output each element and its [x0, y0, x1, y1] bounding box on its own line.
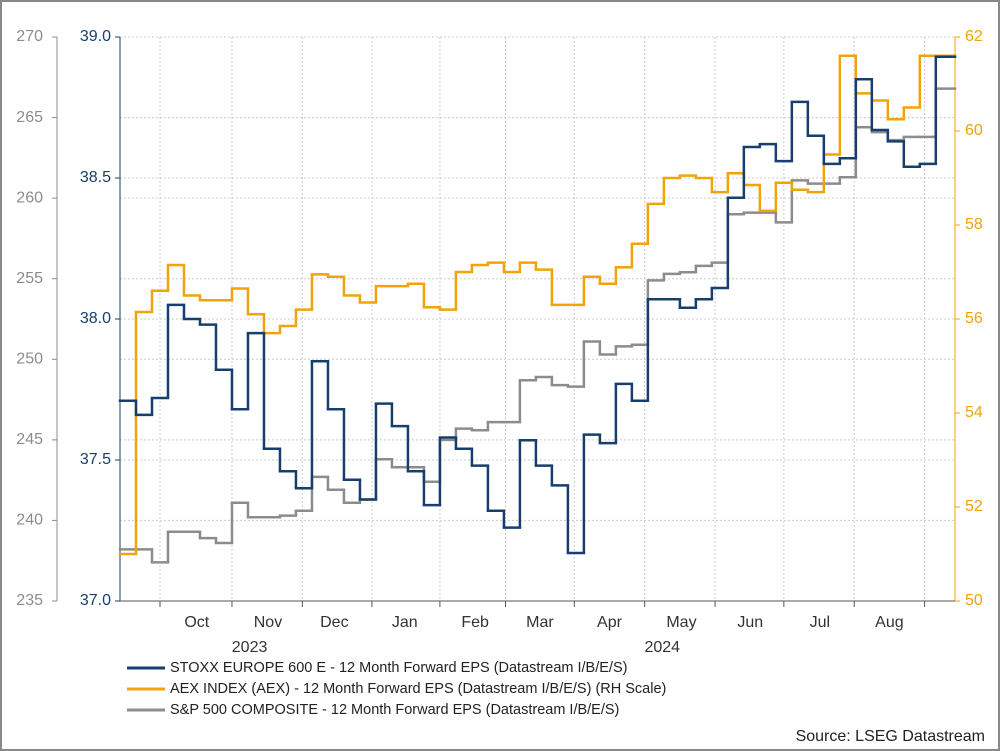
y-tick-label: 39.0: [80, 28, 111, 45]
y3-tick-label: 240: [16, 512, 43, 529]
y3-tick-label: 260: [16, 189, 43, 206]
legend-label: AEX INDEX (AEX) - 12 Month Forward EPS (…: [170, 681, 666, 697]
x-tick-label: Apr: [597, 614, 623, 631]
y3-tick-label: 245: [16, 431, 43, 448]
x-tick-label: Mar: [526, 614, 554, 631]
legend-label: S&P 500 COMPOSITE - 12 Month Forward EPS…: [170, 702, 619, 718]
y2-tick-label: 60: [965, 122, 983, 139]
x-tick-label: Jun: [737, 614, 763, 631]
y3-tick-label: 250: [16, 351, 43, 368]
y-tick-label: 37.5: [80, 451, 111, 468]
y-tick-label: 37.0: [80, 592, 111, 609]
x-tick-label: Jul: [810, 614, 830, 631]
y2-tick-label: 62: [965, 28, 983, 45]
legend-label: STOXX EUROPE 600 E - 12 Month Forward EP…: [170, 660, 627, 676]
x-tick-label: Nov: [254, 614, 282, 631]
y2-tick-label: 54: [965, 404, 983, 421]
y3-tick-label: 255: [16, 270, 43, 287]
x-tick-label: Jan: [392, 614, 418, 631]
y2-tick-label: 52: [965, 498, 983, 515]
y-tick-label: 38.0: [80, 310, 111, 327]
x-tick-label: Oct: [184, 614, 209, 631]
y2-tick-label: 58: [965, 216, 983, 233]
y-tick-label: 38.5: [80, 169, 111, 186]
y3-tick-label: 270: [16, 28, 43, 45]
x-tick-label: Aug: [875, 614, 903, 631]
x-tick-label: Feb: [461, 614, 489, 631]
x-tick-label: May: [666, 614, 696, 631]
x-tick-label: Dec: [320, 614, 348, 631]
y2-tick-label: 50: [965, 592, 983, 609]
year-label: 2023: [232, 639, 268, 656]
source: Source: LSEG Datastream: [796, 728, 985, 745]
y3-tick-label: 235: [16, 592, 43, 609]
y2-tick-label: 56: [965, 310, 983, 327]
year-label: 2024: [644, 639, 680, 656]
y3-tick-label: 265: [16, 109, 43, 126]
